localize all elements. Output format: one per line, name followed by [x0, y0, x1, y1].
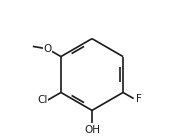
Text: OH: OH	[84, 125, 100, 135]
Text: O: O	[44, 44, 52, 54]
Text: F: F	[136, 94, 142, 104]
Text: Cl: Cl	[37, 95, 47, 105]
